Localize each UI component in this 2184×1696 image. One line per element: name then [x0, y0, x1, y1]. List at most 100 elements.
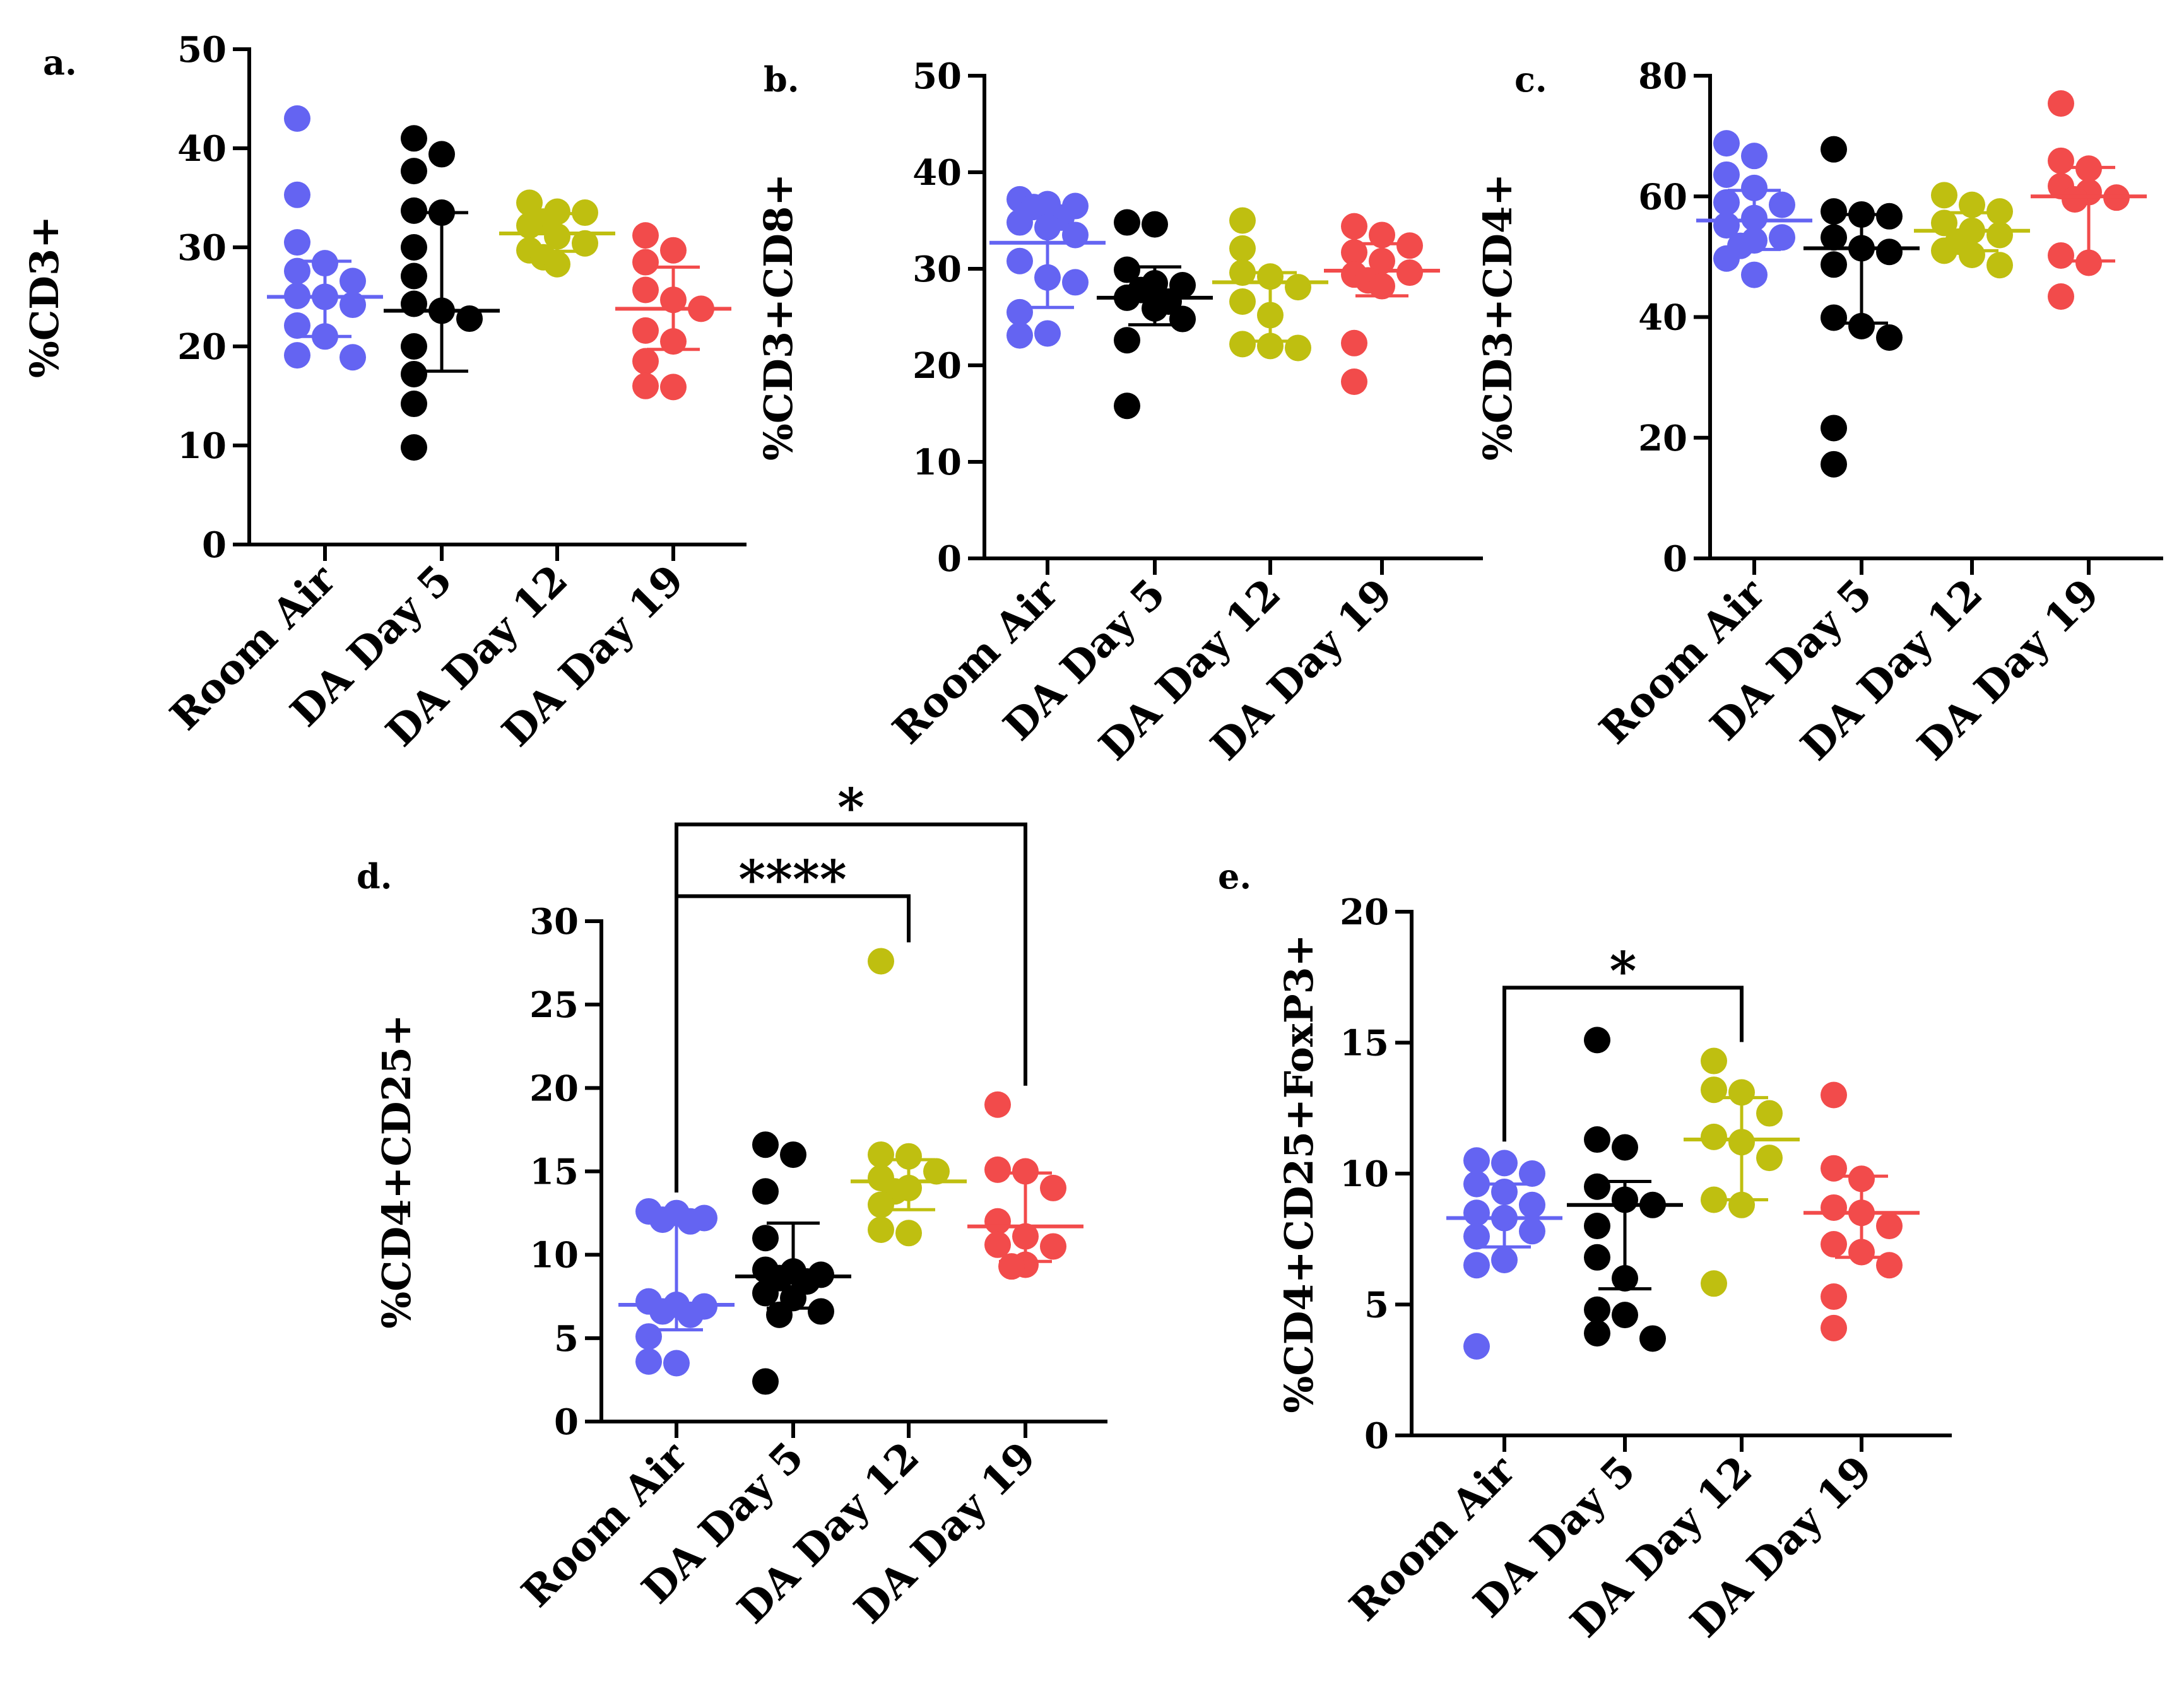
data-point [339, 268, 366, 295]
data-point [1876, 238, 1903, 266]
y-tick-label: 10 [177, 425, 227, 467]
data-point [1012, 1223, 1039, 1250]
series-room_air [1446, 1147, 1562, 1360]
data-point [1756, 1145, 1783, 1172]
data-point [1876, 324, 1903, 351]
data-point [895, 1143, 922, 1170]
y-axis-label: %CD3+ [21, 216, 68, 378]
data-point [1114, 392, 1140, 420]
data-point [1821, 1231, 1847, 1258]
data-point [1584, 1027, 1610, 1054]
series-room_air [618, 1198, 735, 1377]
y-tick-label: 10 [1340, 1153, 1389, 1195]
data-point [1341, 329, 1367, 356]
data-point [1701, 1186, 1727, 1213]
data-point [1034, 320, 1061, 347]
data-point [1639, 1325, 1666, 1352]
data-point [401, 391, 427, 418]
data-point [1341, 213, 1367, 240]
data-point [1713, 245, 1740, 272]
data-point [284, 257, 310, 285]
data-point [1769, 224, 1795, 251]
y-tick-label: 0 [202, 524, 227, 566]
data-point [660, 286, 687, 314]
series-day12 [1212, 207, 1328, 362]
y-tick-label: 80 [1638, 56, 1687, 97]
data-point [635, 1323, 662, 1350]
data-point [1369, 221, 1395, 249]
series-day12 [1684, 1047, 1800, 1297]
data-point [752, 1368, 779, 1395]
data-point [632, 372, 659, 399]
data-point [632, 348, 659, 375]
data-point [2075, 155, 2102, 182]
data-point [284, 342, 310, 369]
data-point [1728, 1191, 1755, 1218]
data-point [1142, 295, 1168, 322]
data-point [1959, 191, 1985, 218]
data-point [2075, 249, 2102, 276]
data-point [1463, 1147, 1490, 1174]
data-point [1519, 1218, 1545, 1245]
y-tick-label: 60 [1638, 176, 1687, 218]
data-point [1012, 1158, 1039, 1185]
series-day12 [851, 948, 967, 1247]
data-point [984, 1231, 1011, 1258]
data-point [544, 223, 570, 250]
data-point [1713, 189, 1740, 216]
data-point [1584, 1173, 1610, 1200]
data-point [401, 234, 427, 261]
data-point [2048, 283, 2074, 310]
data-point [1848, 201, 1875, 228]
data-point [635, 1348, 662, 1375]
data-point [752, 1178, 779, 1205]
data-point [632, 222, 659, 249]
data-point [1229, 235, 1256, 262]
data-point [1701, 1123, 1727, 1150]
data-point [1821, 415, 1847, 442]
data-point [1821, 304, 1847, 331]
data-point [752, 1131, 779, 1158]
data-point [2048, 90, 2074, 117]
data-point [401, 434, 427, 461]
data-point [1612, 1186, 1638, 1213]
data-point [1584, 1320, 1610, 1347]
data-point [1006, 209, 1033, 236]
data-point [1728, 1129, 1755, 1156]
data-point [1959, 242, 1985, 269]
data-point [1821, 450, 1847, 478]
data-point [572, 199, 598, 227]
data-point [1142, 211, 1168, 238]
series-room_air [1696, 130, 1812, 288]
data-point [544, 250, 570, 278]
data-point [808, 1298, 834, 1325]
data-point [1229, 331, 1256, 358]
y-tick-label: 30 [529, 901, 579, 943]
data-point [1986, 221, 2013, 249]
data-point [1741, 174, 1768, 201]
data-point [1369, 273, 1395, 300]
y-tick-label: 25 [529, 984, 579, 1026]
y-tick-label: 0 [937, 538, 962, 580]
y-tick-label: 5 [1364, 1285, 1389, 1326]
data-point [2048, 242, 2074, 269]
series-room_air [989, 186, 1106, 349]
data-point [428, 199, 455, 227]
data-point [1114, 327, 1140, 354]
data-point [1821, 1194, 1847, 1221]
data-point [1285, 334, 1311, 362]
data-point [1821, 1283, 1847, 1310]
data-point [984, 1208, 1011, 1235]
data-point [868, 1191, 894, 1218]
data-point [663, 1350, 690, 1377]
data-point [780, 1141, 806, 1169]
data-point [312, 323, 338, 350]
series-day19 [1324, 213, 1440, 396]
data-point [752, 1280, 779, 1307]
data-point [1848, 312, 1875, 339]
y-tick-label: 20 [1638, 418, 1687, 459]
significance-label: * [1610, 941, 1637, 1001]
data-point [1519, 1160, 1545, 1187]
